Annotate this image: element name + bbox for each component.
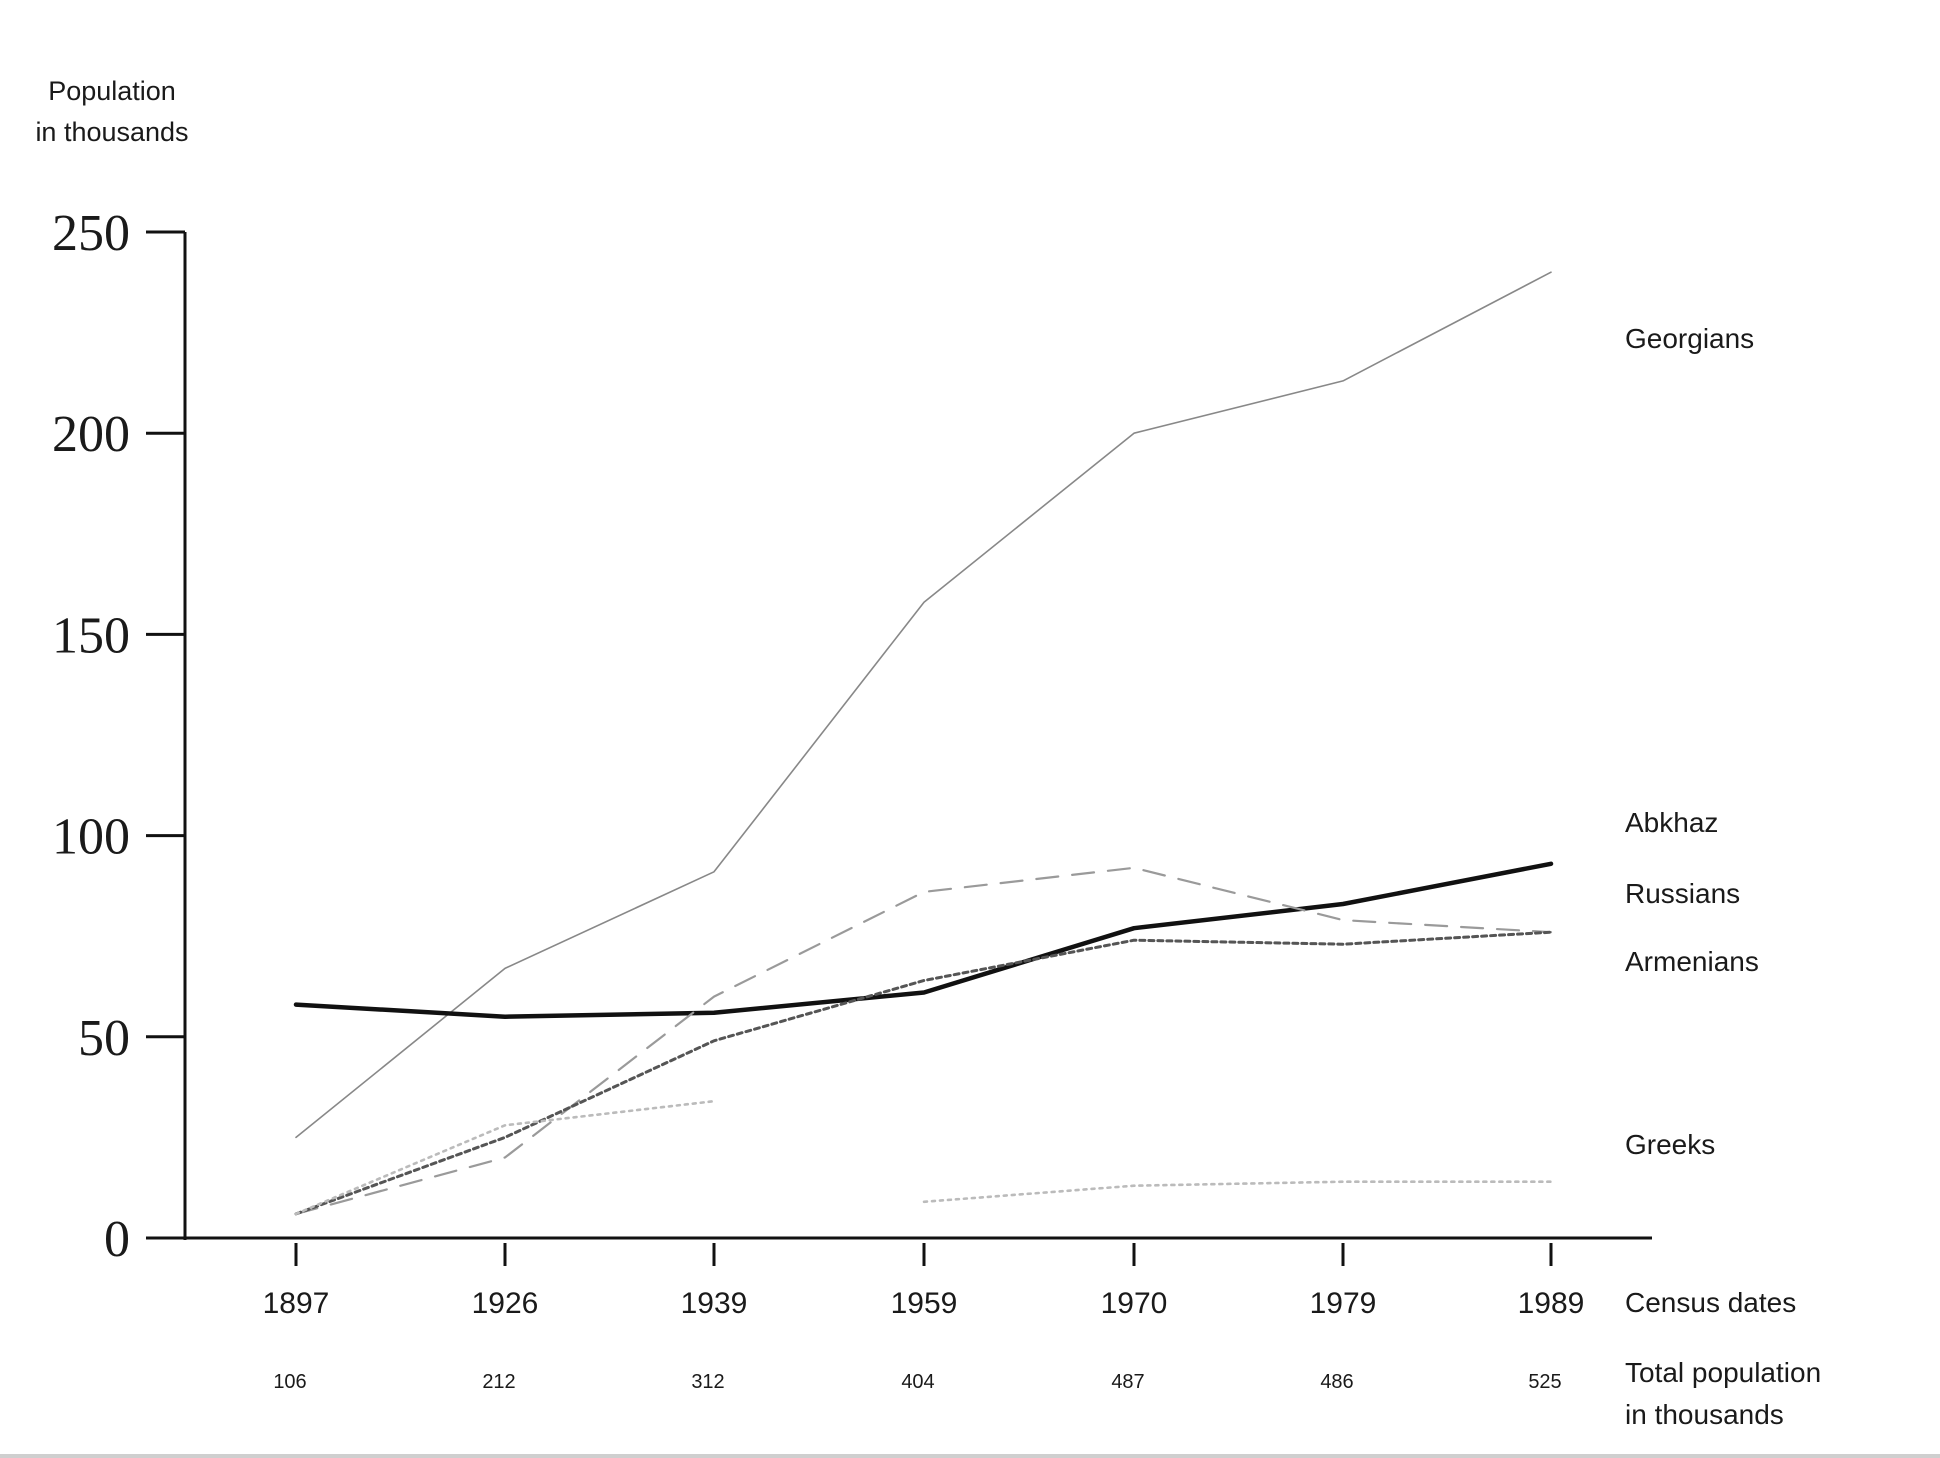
- y-tick-label: 100: [52, 809, 130, 866]
- total-population-value: 212: [482, 1371, 515, 1393]
- total-population-labels: 106 212 312 404 487 486 525: [273, 1371, 1561, 1393]
- total-population-value: 486: [1320, 1371, 1353, 1393]
- series-line-greeks: [922, 1180, 1553, 1204]
- total-population-title-line-1: Total population: [1625, 1357, 1821, 1388]
- x-ticks: 1897 1926 1939 1959 1970 1979 1989: [263, 1243, 1585, 1320]
- bottom-border: [0, 1454, 1940, 1458]
- series-line-russians: [294, 866, 1553, 1215]
- x-axis-title: Census dates: [1625, 1287, 1796, 1318]
- total-population-value: 106: [273, 1371, 306, 1393]
- x-tick-label: 1897: [263, 1287, 330, 1320]
- y-tick-label: 50: [78, 1010, 130, 1067]
- x-tick-label: 1989: [1518, 1287, 1585, 1320]
- series-line-armenians: [294, 930, 1553, 1216]
- x-tick-label: 1970: [1101, 1287, 1168, 1320]
- total-population-value: 487: [1111, 1371, 1144, 1393]
- y-tick-label: 250: [52, 205, 130, 262]
- y-axis-title-line-2: in thousands: [35, 117, 188, 147]
- axes: [183, 232, 1652, 1240]
- x-tick-label: 1926: [472, 1287, 539, 1320]
- x-tick-label: 1979: [1310, 1287, 1377, 1320]
- total-population-value: 404: [901, 1371, 934, 1393]
- y-tick-label: 150: [52, 607, 130, 664]
- series-lines: [293, 271, 1554, 1216]
- series-line-greeks: [294, 1099, 716, 1216]
- series-labels: Georgians Abkhaz Russians Armenians Gree…: [1625, 323, 1759, 1160]
- series-label-georgians: Georgians: [1625, 323, 1754, 354]
- series-label-russians: Russians: [1625, 878, 1740, 909]
- total-population-value: 312: [691, 1371, 724, 1393]
- total-population-title-line-2: in thousands: [1625, 1399, 1784, 1430]
- series-label-abkhaz: Abkhaz: [1625, 807, 1718, 838]
- y-ticks: 0 50 100 150 200 250: [52, 205, 185, 1268]
- total-population-value: 525: [1528, 1371, 1561, 1393]
- y-tick-label: 200: [52, 406, 130, 463]
- series-label-armenians: Armenians: [1625, 946, 1759, 977]
- y-axis-title: Population in thousands: [35, 76, 188, 147]
- y-axis-title-line-1: Population: [48, 76, 176, 106]
- census-dates-label: Census dates: [1625, 1287, 1796, 1318]
- series-line-georgians: [295, 271, 1552, 1139]
- series-line-abkhaz: [293, 861, 1554, 1019]
- y-tick-label: 0: [104, 1211, 130, 1268]
- x-tick-label: 1959: [891, 1287, 958, 1320]
- x-tick-label: 1939: [681, 1287, 748, 1320]
- series-label-greeks: Greeks: [1625, 1129, 1715, 1160]
- total-population-title: Total population in thousands: [1625, 1357, 1821, 1430]
